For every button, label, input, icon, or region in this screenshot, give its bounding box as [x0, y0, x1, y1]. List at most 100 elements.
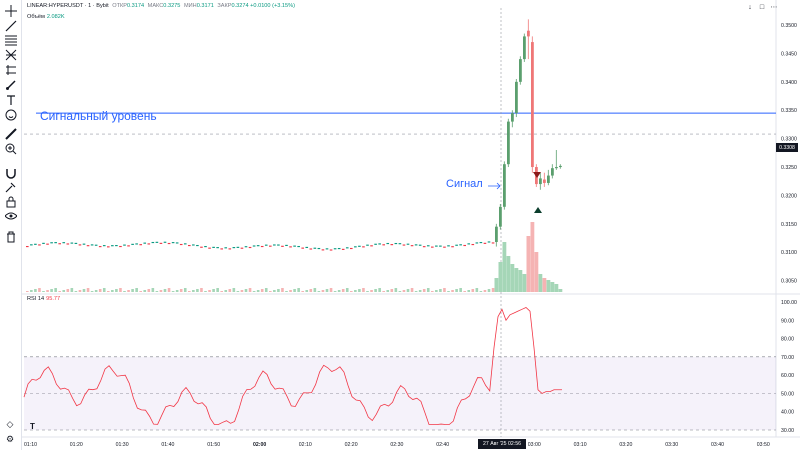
volume-bar [301, 291, 304, 292]
volume-bar [240, 290, 244, 292]
volume-bar [341, 289, 345, 292]
volume-bar [167, 288, 171, 292]
signal-level-label[interactable]: Сигнальный уровень [40, 109, 157, 123]
emoji-icon[interactable] [3, 108, 19, 122]
crosshair-icon[interactable] [3, 4, 19, 18]
candle [293, 245, 296, 247]
candle [475, 242, 479, 244]
candle [98, 246, 102, 248]
pattern-icon[interactable] [3, 48, 19, 62]
candle [394, 242, 398, 245]
volume-bar [179, 289, 183, 292]
candle [418, 244, 422, 246]
candle [297, 245, 300, 248]
close-label: ЗАКР [217, 3, 232, 9]
candle [503, 164, 506, 207]
candle [102, 245, 106, 247]
price-tick-label: 0.3250 [781, 165, 797, 171]
volume-bar [534, 252, 539, 292]
signal-pointer-arrow [488, 182, 501, 190]
candle [179, 243, 183, 246]
candle [58, 243, 61, 245]
candle [487, 241, 491, 243]
price-tick-label: 0.3350 [781, 108, 797, 114]
volume-bar [82, 289, 86, 292]
candle [382, 244, 385, 246]
candle [366, 244, 369, 246]
volume-bar [131, 289, 134, 292]
volume-bar [510, 264, 515, 292]
zoom-icon[interactable] [3, 142, 19, 156]
volume-bar [354, 290, 357, 292]
volume-bar [483, 290, 487, 292]
volume-legend[interactable]: Объём 2.082K [27, 14, 65, 20]
settings-icon[interactable]: ⚙ [5, 433, 15, 444]
volume-bar [46, 290, 49, 292]
candle [345, 247, 349, 249]
rsi-legend[interactable]: RSI 14 95.77 [27, 296, 60, 302]
volume-bar [102, 288, 106, 292]
candle [183, 243, 187, 245]
candle [143, 242, 147, 244]
price-tick-label: 0.3400 [781, 80, 797, 86]
candle [70, 242, 74, 244]
candle [167, 242, 171, 245]
volume-bar [502, 242, 507, 292]
layers-icon[interactable]: ◇ [6, 418, 14, 429]
lock-icon[interactable] [3, 195, 19, 209]
candle [188, 244, 191, 247]
fib-icon[interactable] [3, 33, 19, 47]
candle [479, 241, 483, 244]
price-tick-label: 0.3300 [781, 137, 797, 143]
candle [378, 243, 381, 245]
rsi-band [24, 356, 776, 430]
more-icon[interactable]: ⋯ [770, 4, 778, 11]
volume-bar [62, 290, 66, 292]
volume-bar [337, 290, 341, 292]
candle [337, 247, 341, 250]
trash-icon[interactable] [3, 230, 19, 244]
text-icon[interactable] [3, 93, 19, 107]
candle [175, 242, 179, 244]
candle [119, 245, 122, 248]
brush-icon[interactable] [3, 78, 19, 92]
volume-bar [526, 236, 531, 292]
volume-bar [236, 291, 240, 292]
volume-bar [514, 268, 519, 292]
move-down-icon[interactable]: ↓ [748, 3, 752, 11]
volume-bar [54, 288, 57, 292]
price-tick-label: 0.3500 [781, 23, 797, 29]
projection-icon[interactable] [3, 63, 19, 77]
signal-label[interactable]: Сигнал [446, 178, 483, 190]
volume-bar [418, 290, 422, 292]
trendline-icon[interactable] [3, 19, 19, 33]
candle [431, 246, 434, 248]
candle [220, 248, 223, 250]
volume-bar [163, 289, 167, 292]
eye-icon[interactable] [3, 209, 19, 223]
rsi-tick-label: 60.00 [781, 373, 794, 379]
volume-bar [329, 288, 333, 292]
candle [228, 248, 232, 250]
magnet-icon[interactable] [3, 166, 19, 180]
ruler-icon[interactable] [3, 127, 19, 141]
candle [309, 248, 313, 250]
volume-bar [34, 289, 37, 292]
maximize-icon[interactable]: □ [759, 3, 765, 11]
rsi-tick-label: 30.00 [781, 428, 794, 434]
candle [78, 244, 82, 246]
symbol-title[interactable]: LINEAR:HYPERUSDT · 1 · Bybit [27, 3, 109, 9]
volume-bar [475, 288, 479, 292]
close-value: 0.3274 [231, 3, 249, 9]
volume-bar [277, 289, 280, 292]
lock-drawings-icon[interactable] [3, 180, 19, 194]
volume-bar [151, 288, 155, 292]
volume-bar [26, 291, 29, 292]
candle [329, 249, 333, 251]
volume-bar [30, 290, 33, 292]
volume-bar [147, 289, 151, 292]
price-tick-label: 0.3150 [781, 222, 797, 228]
volume-bar [370, 290, 373, 292]
volume-bar [42, 291, 45, 292]
